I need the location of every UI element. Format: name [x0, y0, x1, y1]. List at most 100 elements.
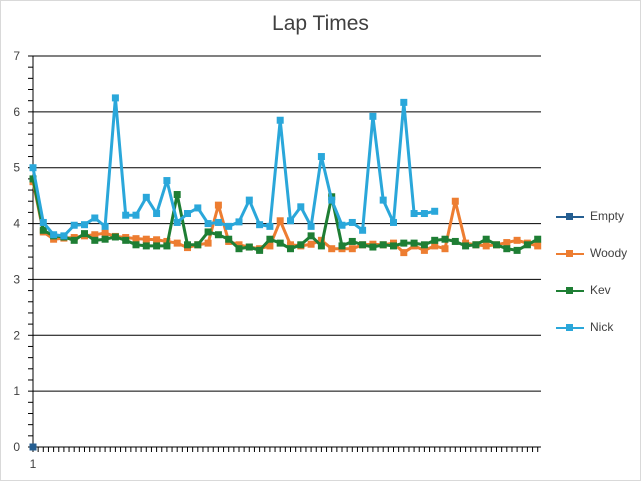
y-tick-label: 7 — [13, 49, 20, 63]
legend-label-nick: Nick — [590, 320, 614, 334]
data-point-nick — [163, 177, 171, 185]
data-point-kev — [451, 237, 459, 245]
data-point-nick — [235, 218, 243, 226]
data-point-kev — [81, 230, 88, 238]
data-point-nick — [214, 218, 222, 226]
data-point-kev — [266, 235, 274, 243]
data-point-nick — [173, 218, 181, 226]
legend-marker-woody — [566, 250, 573, 257]
data-point-woody — [214, 201, 222, 209]
data-point-kev — [297, 241, 305, 249]
data-point-kev — [503, 245, 511, 253]
data-point-kev — [132, 241, 140, 249]
data-point-nick — [122, 211, 130, 219]
data-point-kev — [29, 175, 37, 183]
data-point-kev — [142, 242, 150, 250]
data-point-nick — [328, 196, 336, 204]
legend-label-woody: Woody — [590, 246, 628, 260]
data-point-nick — [60, 232, 68, 240]
data-point-woody — [204, 239, 212, 247]
data-point-kev — [359, 241, 367, 249]
data-point-woody — [431, 242, 439, 250]
data-point-kev — [431, 236, 439, 244]
legend-marker-nick — [566, 324, 573, 331]
data-point-kev — [348, 237, 356, 245]
data-point-empty — [29, 443, 37, 451]
data-point-kev — [256, 246, 264, 254]
data-point-kev — [493, 241, 500, 249]
data-point-nick — [256, 221, 264, 229]
data-point-kev — [472, 241, 480, 249]
legend-marker-kev — [566, 287, 573, 294]
data-point-woody — [132, 235, 140, 243]
legend-item-nick: Nick — [556, 321, 636, 334]
legend-item-woody: Woody — [556, 247, 636, 260]
data-point-woody — [451, 197, 459, 205]
data-point-kev — [534, 235, 542, 243]
data-point-woody — [503, 239, 511, 247]
legend-label-kev: Kev — [590, 283, 611, 297]
data-point-kev — [225, 235, 233, 243]
data-point-nick — [153, 210, 161, 218]
data-point-kev — [235, 245, 243, 253]
data-point-woody — [173, 239, 181, 247]
data-point-nick — [101, 222, 109, 230]
data-point-kev — [153, 242, 161, 250]
data-point-nick — [111, 94, 119, 102]
data-point-kev — [523, 241, 531, 249]
data-point-kev — [482, 235, 490, 243]
data-point-kev — [317, 242, 325, 250]
data-point-kev — [111, 233, 119, 241]
data-point-kev — [369, 243, 377, 251]
data-point-nick — [266, 222, 274, 230]
data-point-kev — [400, 239, 408, 247]
data-point-nick — [132, 211, 140, 219]
data-point-nick — [81, 221, 88, 229]
data-point-woody — [328, 245, 336, 253]
legend-item-empty: Empty — [556, 210, 636, 223]
data-point-nick — [338, 221, 346, 229]
data-point-nick — [91, 214, 99, 222]
data-point-woody — [266, 242, 274, 250]
data-point-woody — [400, 249, 408, 257]
data-point-kev — [70, 236, 78, 244]
data-point-woody — [441, 245, 449, 253]
data-point-kev — [420, 241, 428, 249]
legend-label-empty: Empty — [590, 209, 625, 223]
data-point-nick — [297, 203, 305, 211]
legend-marker-empty — [566, 213, 573, 220]
data-point-kev — [122, 236, 130, 244]
data-point-woody — [91, 231, 99, 239]
data-point-nick — [348, 218, 356, 226]
data-point-kev — [101, 235, 109, 243]
data-point-kev — [513, 246, 521, 254]
data-point-kev — [173, 191, 181, 199]
data-point-nick — [70, 221, 78, 229]
data-point-kev — [91, 236, 99, 244]
data-point-nick — [369, 112, 377, 120]
data-point-nick — [184, 210, 191, 218]
data-point-woody — [276, 217, 284, 225]
data-point-kev — [163, 242, 171, 250]
data-point-woody — [513, 236, 521, 244]
data-point-kev — [390, 242, 397, 250]
data-point-kev — [287, 245, 294, 253]
data-point-kev — [184, 241, 191, 249]
data-point-nick — [245, 196, 253, 204]
data-point-kev — [245, 243, 253, 251]
y-tick-label: 5 — [13, 161, 20, 175]
data-point-woody — [101, 229, 109, 237]
data-point-kev — [276, 239, 284, 247]
legend: Empty Woody Kev Nick — [556, 210, 636, 358]
data-point-nick — [390, 218, 397, 226]
data-point-nick — [204, 220, 212, 228]
data-point-nick — [359, 226, 367, 234]
data-point-nick — [410, 210, 418, 218]
data-point-woody — [307, 240, 315, 248]
data-point-nick — [400, 98, 408, 106]
data-point-kev — [338, 242, 346, 250]
data-point-nick — [225, 222, 233, 230]
data-point-nick — [194, 204, 202, 212]
data-point-kev — [379, 241, 387, 249]
data-point-nick — [50, 231, 58, 239]
